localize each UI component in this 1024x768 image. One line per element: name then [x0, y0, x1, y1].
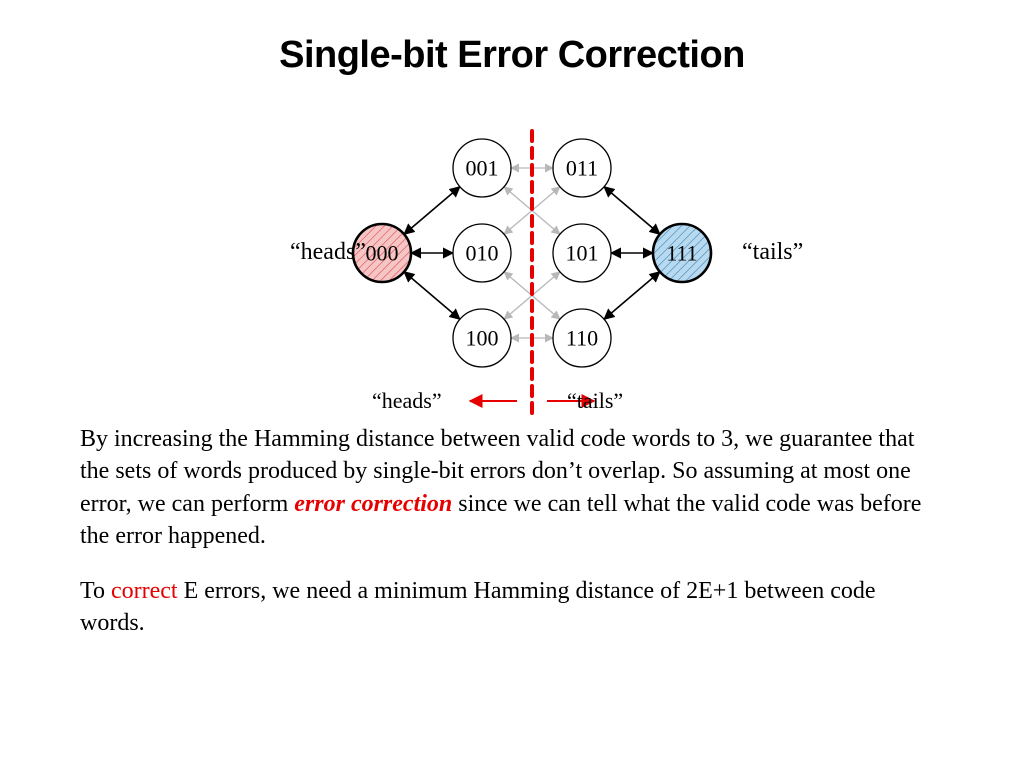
svg-text:“heads”: “heads” [290, 239, 366, 265]
svg-text:001: 001 [466, 156, 499, 181]
paragraph-1: By increasing the Hamming distance betwe… [80, 423, 944, 553]
svg-text:“heads”: “heads” [372, 388, 442, 413]
body-text: By increasing the Hamming distance betwe… [0, 423, 1024, 639]
svg-text:111: 111 [666, 241, 697, 266]
p2-text-a: To [80, 578, 111, 604]
p1-highlight: error correction [294, 491, 452, 517]
p2-highlight: correct [111, 578, 178, 604]
svg-text:101: 101 [566, 241, 599, 266]
svg-text:“tails”: “tails” [567, 388, 623, 413]
svg-text:“tails”: “tails” [742, 239, 803, 265]
diagram-svg: 000 001 010 100 011 101 110 111 “heads” “tails” “h… [162, 83, 862, 423]
svg-text:110: 110 [566, 326, 598, 351]
svg-text:000: 000 [366, 241, 399, 266]
svg-text:010: 010 [466, 241, 499, 266]
paragraph-2: To correct E errors, we need a minimum H… [80, 575, 944, 640]
svg-text:011: 011 [566, 156, 598, 181]
svg-text:100: 100 [466, 326, 499, 351]
p2-text-b: E errors, we need a minimum Hamming dist… [80, 578, 876, 636]
page-title: Single-bit Error Correction [0, 0, 1024, 83]
hamming-diagram: 000 001 010 100 011 101 110 111 “heads” “tails” “h… [162, 83, 862, 423]
